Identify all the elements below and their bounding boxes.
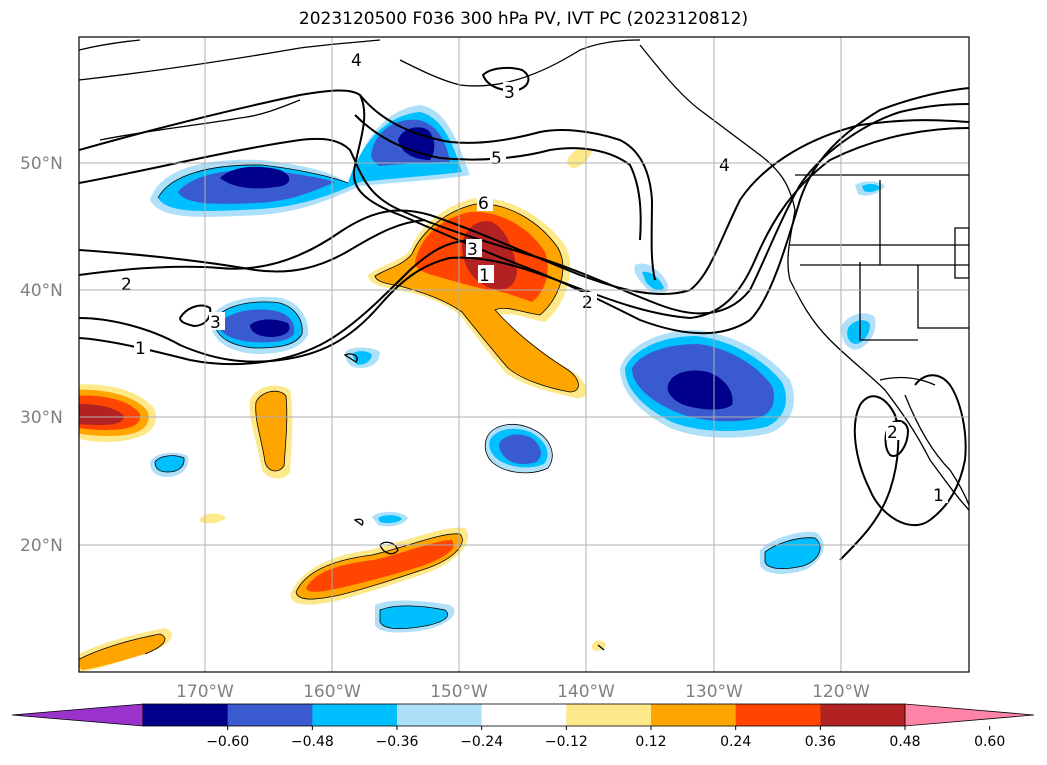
pv-outlines (79, 164, 821, 660)
colorbar-segment (820, 704, 906, 726)
colorbar-tick-label: −0.12 (545, 734, 588, 750)
contour-label: 1 (135, 339, 146, 359)
ivt-contours (79, 66, 969, 561)
lat-label: 40°N (20, 281, 63, 301)
colorbar-tick-label: 0.60 (974, 734, 1005, 750)
colorbar-tick-label: −0.60 (206, 734, 249, 750)
colorbar-tick-label: −0.48 (291, 734, 334, 750)
contour-labels: 4 3 5 6 3 1 2 2 3 1 4 1 2 (120, 50, 948, 506)
contour-label: 2 (121, 275, 132, 295)
lat-label: 20°N (20, 536, 63, 556)
contour-label: 1 (479, 266, 490, 286)
coastlines (79, 39, 969, 651)
lon-label: 160°W (303, 682, 361, 702)
contour-label: 2 (887, 423, 898, 443)
contour-label: 6 (478, 194, 489, 214)
contour-label: 3 (504, 83, 515, 103)
lon-label: 130°W (685, 682, 743, 702)
contour-label: 3 (210, 313, 221, 333)
lon-label: 170°W (176, 682, 234, 702)
contour-label: 1 (933, 486, 944, 506)
colorbar-tick-label: 0.24 (720, 734, 751, 750)
colorbar-segment (735, 704, 821, 726)
colorbar-tick-label: 0.12 (635, 734, 666, 750)
gridlines (79, 37, 969, 672)
lon-label: 150°W (430, 682, 488, 702)
contour-label: 5 (491, 149, 502, 169)
lon-label: 140°W (557, 682, 615, 702)
colorbar-frame (142, 703, 906, 727)
colorbar-segment (566, 704, 652, 726)
lat-label: 50°N (20, 154, 63, 174)
colorbar-segment (143, 704, 229, 726)
colorbar-tick-label: −0.36 (376, 734, 419, 750)
colorbar-segment (312, 704, 398, 726)
contour-label: 3 (467, 240, 478, 260)
contour-label: 4 (351, 51, 362, 71)
colorbar-segment (651, 704, 737, 726)
colorbar: −0.60 −0.48 −0.36 −0.24 −0.12 0.12 0.24 0.36 0.4… (11, 703, 1035, 750)
lat-label: 30°N (20, 408, 63, 428)
contour-label: 4 (719, 156, 730, 176)
map-title: 2023120500 F036 300 hPa PV, IVT PC (2023… (298, 9, 749, 29)
colorbar-segment (481, 704, 567, 726)
pv-shading (79, 105, 885, 672)
colorbar-segment (397, 704, 483, 726)
contour-label: 2 (582, 293, 593, 313)
lon-label: 120°W (812, 682, 870, 702)
colorbar-tick-label: 0.48 (889, 734, 920, 750)
colorbar-extend-low (11, 703, 144, 727)
map-border (78, 36, 970, 673)
colorbar-tick-label: −0.24 (460, 734, 503, 750)
colorbar-extend-high (904, 703, 1035, 727)
colorbar-tick-label: 0.36 (805, 734, 836, 750)
colorbar-segment (227, 704, 313, 726)
